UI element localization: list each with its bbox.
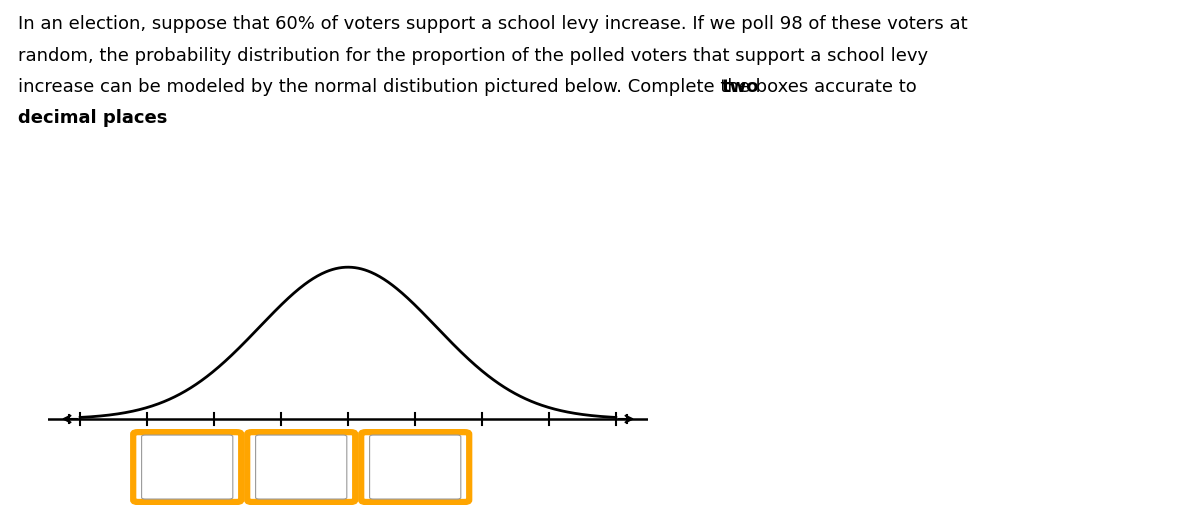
- Text: decimal places: decimal places: [18, 109, 167, 127]
- Text: In an election, suppose that 60% of voters support a school levy increase. If we: In an election, suppose that 60% of vote…: [18, 15, 967, 33]
- Text: two: two: [722, 78, 760, 96]
- Text: .: .: [120, 109, 131, 127]
- Text: random, the probability distribution for the proportion of the polled voters tha: random, the probability distribution for…: [18, 46, 928, 65]
- Text: increase can be modeled by the normal distibution pictured below. Complete the b: increase can be modeled by the normal di…: [18, 78, 923, 96]
